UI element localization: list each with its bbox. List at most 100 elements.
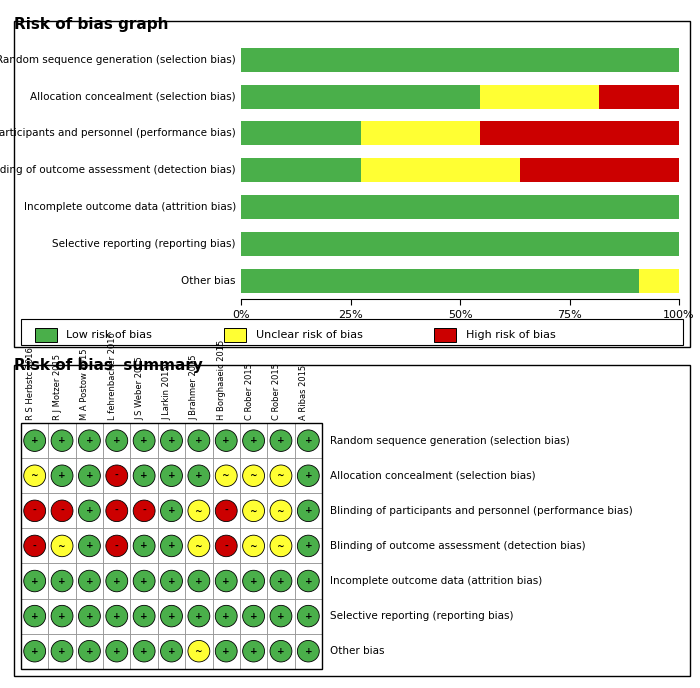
Text: +: + <box>223 647 230 656</box>
Text: +: + <box>277 647 285 656</box>
Text: +: + <box>277 577 285 585</box>
Text: +: + <box>58 577 66 585</box>
Bar <box>241 232 679 256</box>
Text: +: + <box>304 541 312 550</box>
Text: ~: ~ <box>250 471 258 480</box>
Text: +: + <box>31 436 38 445</box>
Text: +: + <box>304 506 312 515</box>
Text: +: + <box>58 612 66 621</box>
Text: Selective reporting (reporting bias): Selective reporting (reporting bias) <box>52 239 236 249</box>
Text: +: + <box>113 647 120 656</box>
Bar <box>520 158 679 182</box>
Text: +: + <box>168 471 175 480</box>
Text: +: + <box>31 647 38 656</box>
Text: +: + <box>250 647 258 656</box>
Text: +: + <box>277 436 285 445</box>
Text: Blinding of participants and personnel (performance bias): Blinding of participants and personnel (… <box>0 129 236 138</box>
Text: +: + <box>304 577 312 585</box>
Text: ~: ~ <box>195 541 203 550</box>
Bar <box>480 122 679 145</box>
Text: +: + <box>85 541 93 550</box>
Text: +: + <box>304 471 312 480</box>
Text: ~: ~ <box>195 506 203 515</box>
Text: +: + <box>85 471 93 480</box>
Bar <box>241 269 639 293</box>
Text: -: - <box>60 506 64 515</box>
Text: +: + <box>85 612 93 621</box>
Text: +: + <box>168 436 175 445</box>
Bar <box>241 47 679 72</box>
Text: +: + <box>140 577 148 585</box>
Text: -: - <box>142 506 146 515</box>
Bar <box>361 158 520 182</box>
Text: +: + <box>140 471 148 480</box>
Text: L fehrenbacher 2016: L fehrenbacher 2016 <box>108 332 117 420</box>
Text: Incomplete outcome data (attrition bias): Incomplete outcome data (attrition bias) <box>330 576 542 586</box>
Text: Unclear risk of bias: Unclear risk of bias <box>256 330 363 340</box>
Bar <box>241 122 361 145</box>
Text: J Brahmer 2015: J Brahmer 2015 <box>190 355 199 420</box>
Text: R S Herbstc 2016: R S Herbstc 2016 <box>26 347 35 420</box>
Text: ~: ~ <box>223 471 230 480</box>
Text: High risk of bias: High risk of bias <box>466 330 555 340</box>
Text: +: + <box>113 612 120 621</box>
Text: -: - <box>225 506 228 515</box>
Bar <box>599 85 679 109</box>
Bar <box>361 122 480 145</box>
Text: +: + <box>140 436 148 445</box>
Text: +: + <box>168 647 175 656</box>
Bar <box>241 158 361 182</box>
Text: ~: ~ <box>195 647 203 656</box>
Text: Other bias: Other bias <box>330 646 385 656</box>
Text: +: + <box>304 436 312 445</box>
Text: +: + <box>195 471 203 480</box>
Bar <box>241 85 480 109</box>
Text: -: - <box>115 541 118 550</box>
Text: Random sequence generation (selection bias): Random sequence generation (selection bi… <box>0 55 236 65</box>
Text: +: + <box>140 647 148 656</box>
Text: H Borghaaeic 2015: H Borghaaeic 2015 <box>217 340 226 420</box>
Text: Risk of bias graph: Risk of bias graph <box>14 17 169 32</box>
Text: +: + <box>58 436 66 445</box>
Text: Selective reporting (reporting bias): Selective reporting (reporting bias) <box>330 611 514 621</box>
Text: ~: ~ <box>277 506 285 515</box>
Text: +: + <box>195 577 203 585</box>
Text: -: - <box>115 471 118 480</box>
Text: +: + <box>304 612 312 621</box>
Text: Blinding of outcome assessment (detection bias): Blinding of outcome assessment (detectio… <box>0 165 236 175</box>
Text: +: + <box>31 577 38 585</box>
Text: A Ribas 2015: A Ribas 2015 <box>300 365 308 420</box>
Text: -: - <box>225 541 228 550</box>
Text: ~: ~ <box>277 541 285 550</box>
Text: C Rober 2015: C Rober 2015 <box>244 363 253 420</box>
Text: +: + <box>250 612 258 621</box>
Text: Blinding of outcome assessment (detection bias): Blinding of outcome assessment (detectio… <box>330 541 586 551</box>
Text: +: + <box>85 647 93 656</box>
Text: Allocation concealment (selection bias): Allocation concealment (selection bias) <box>330 471 536 481</box>
Text: +: + <box>277 612 285 621</box>
Text: +: + <box>223 612 230 621</box>
Bar <box>480 85 599 109</box>
Text: Other bias: Other bias <box>181 276 236 286</box>
Text: +: + <box>58 471 66 480</box>
Text: -: - <box>33 541 36 550</box>
Text: +: + <box>85 436 93 445</box>
Text: ~: ~ <box>277 471 285 480</box>
Text: +: + <box>223 577 230 585</box>
Text: +: + <box>195 612 203 621</box>
Text: +: + <box>250 577 258 585</box>
Text: ~: ~ <box>250 506 258 515</box>
Text: J S Weber 2015: J S Weber 2015 <box>135 356 144 420</box>
Text: +: + <box>168 506 175 515</box>
Text: Blinding of participants and personnel (performance bias): Blinding of participants and personnel (… <box>330 506 634 516</box>
Text: +: + <box>31 612 38 621</box>
Text: ~: ~ <box>31 471 38 480</box>
Text: +: + <box>85 577 93 585</box>
Text: +: + <box>58 647 66 656</box>
Text: +: + <box>85 506 93 515</box>
Text: +: + <box>113 436 120 445</box>
Text: Random sequence generation (selection bias): Random sequence generation (selection bi… <box>330 436 570 446</box>
Text: R J Motzer 2015: R J Motzer 2015 <box>53 354 62 420</box>
Text: Low risk of bias: Low risk of bias <box>66 330 153 340</box>
Text: -: - <box>33 506 36 515</box>
